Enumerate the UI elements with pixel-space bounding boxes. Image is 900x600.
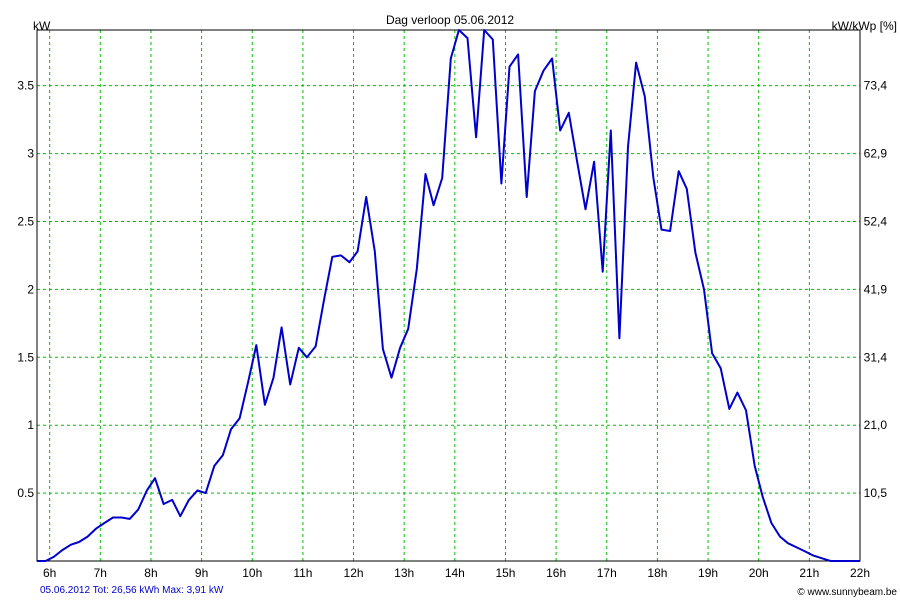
- y-tick-label-left: 3.5: [17, 79, 34, 93]
- y-tick-label-right: 21,0: [864, 418, 888, 432]
- y-tick-label-left: 2: [27, 282, 34, 296]
- y-tick-label-left: 1.5: [17, 350, 34, 364]
- y-axis-label-right: kW/kWp [%]: [832, 19, 897, 33]
- y-tick-label-left: 3: [27, 147, 34, 161]
- x-tick-label: 11h: [293, 566, 312, 580]
- x-tick-label: 19h: [698, 566, 718, 580]
- y-tick-label-right: 52,4: [864, 214, 888, 228]
- y-tick-label-left: 2.5: [17, 214, 34, 228]
- x-tick-label: 7h: [94, 566, 107, 580]
- y-tick-label-left: 0.5: [17, 486, 34, 500]
- x-tick-label: 13h: [394, 566, 414, 580]
- footer-summary: 05.06.2012 Tot: 26,56 kWh Max: 3,91 kW: [40, 585, 224, 596]
- x-tick-label: 10h: [242, 566, 262, 580]
- y-tick-label-right: 62,9: [864, 147, 888, 161]
- chart-title: Dag verloop 05.06.2012: [386, 13, 514, 27]
- power-series-line: [37, 29, 860, 562]
- y-tick-label-right: 31,4: [864, 350, 888, 364]
- y-axis-label-left: kW: [33, 19, 51, 33]
- x-tick-label: 8h: [144, 566, 157, 580]
- x-tick-label: 15h: [495, 566, 515, 580]
- x-tick-label: 12h: [344, 566, 364, 580]
- x-tick-label: 14h: [445, 566, 465, 580]
- x-tick-label: 6h: [43, 566, 56, 580]
- x-tick-label: 17h: [597, 566, 617, 580]
- x-tick-label: 16h: [546, 566, 566, 580]
- y-tick-label-right: 73,4: [864, 79, 888, 93]
- y-tick-label-left: 1: [27, 418, 34, 432]
- x-tick-label: 21h: [799, 566, 819, 580]
- x-tick-label: 20h: [749, 566, 769, 580]
- x-tick-label: 9h: [195, 566, 208, 580]
- footer-copyright: © www.sunnybeam.be: [797, 587, 897, 598]
- grid: [37, 30, 860, 561]
- y-tick-label-right: 41,9: [864, 282, 888, 296]
- y-tick-label-right: 10,5: [864, 486, 888, 500]
- plot-frame: [36, 29, 861, 562]
- x-tick-label: 22h: [850, 566, 870, 580]
- x-tick-label: 18h: [647, 566, 667, 580]
- tick-labels: 6h 7h 8h 9h 10h 11h 12h 13h 14h 15h 16h 17h 18h 19h 20…: [17, 79, 887, 580]
